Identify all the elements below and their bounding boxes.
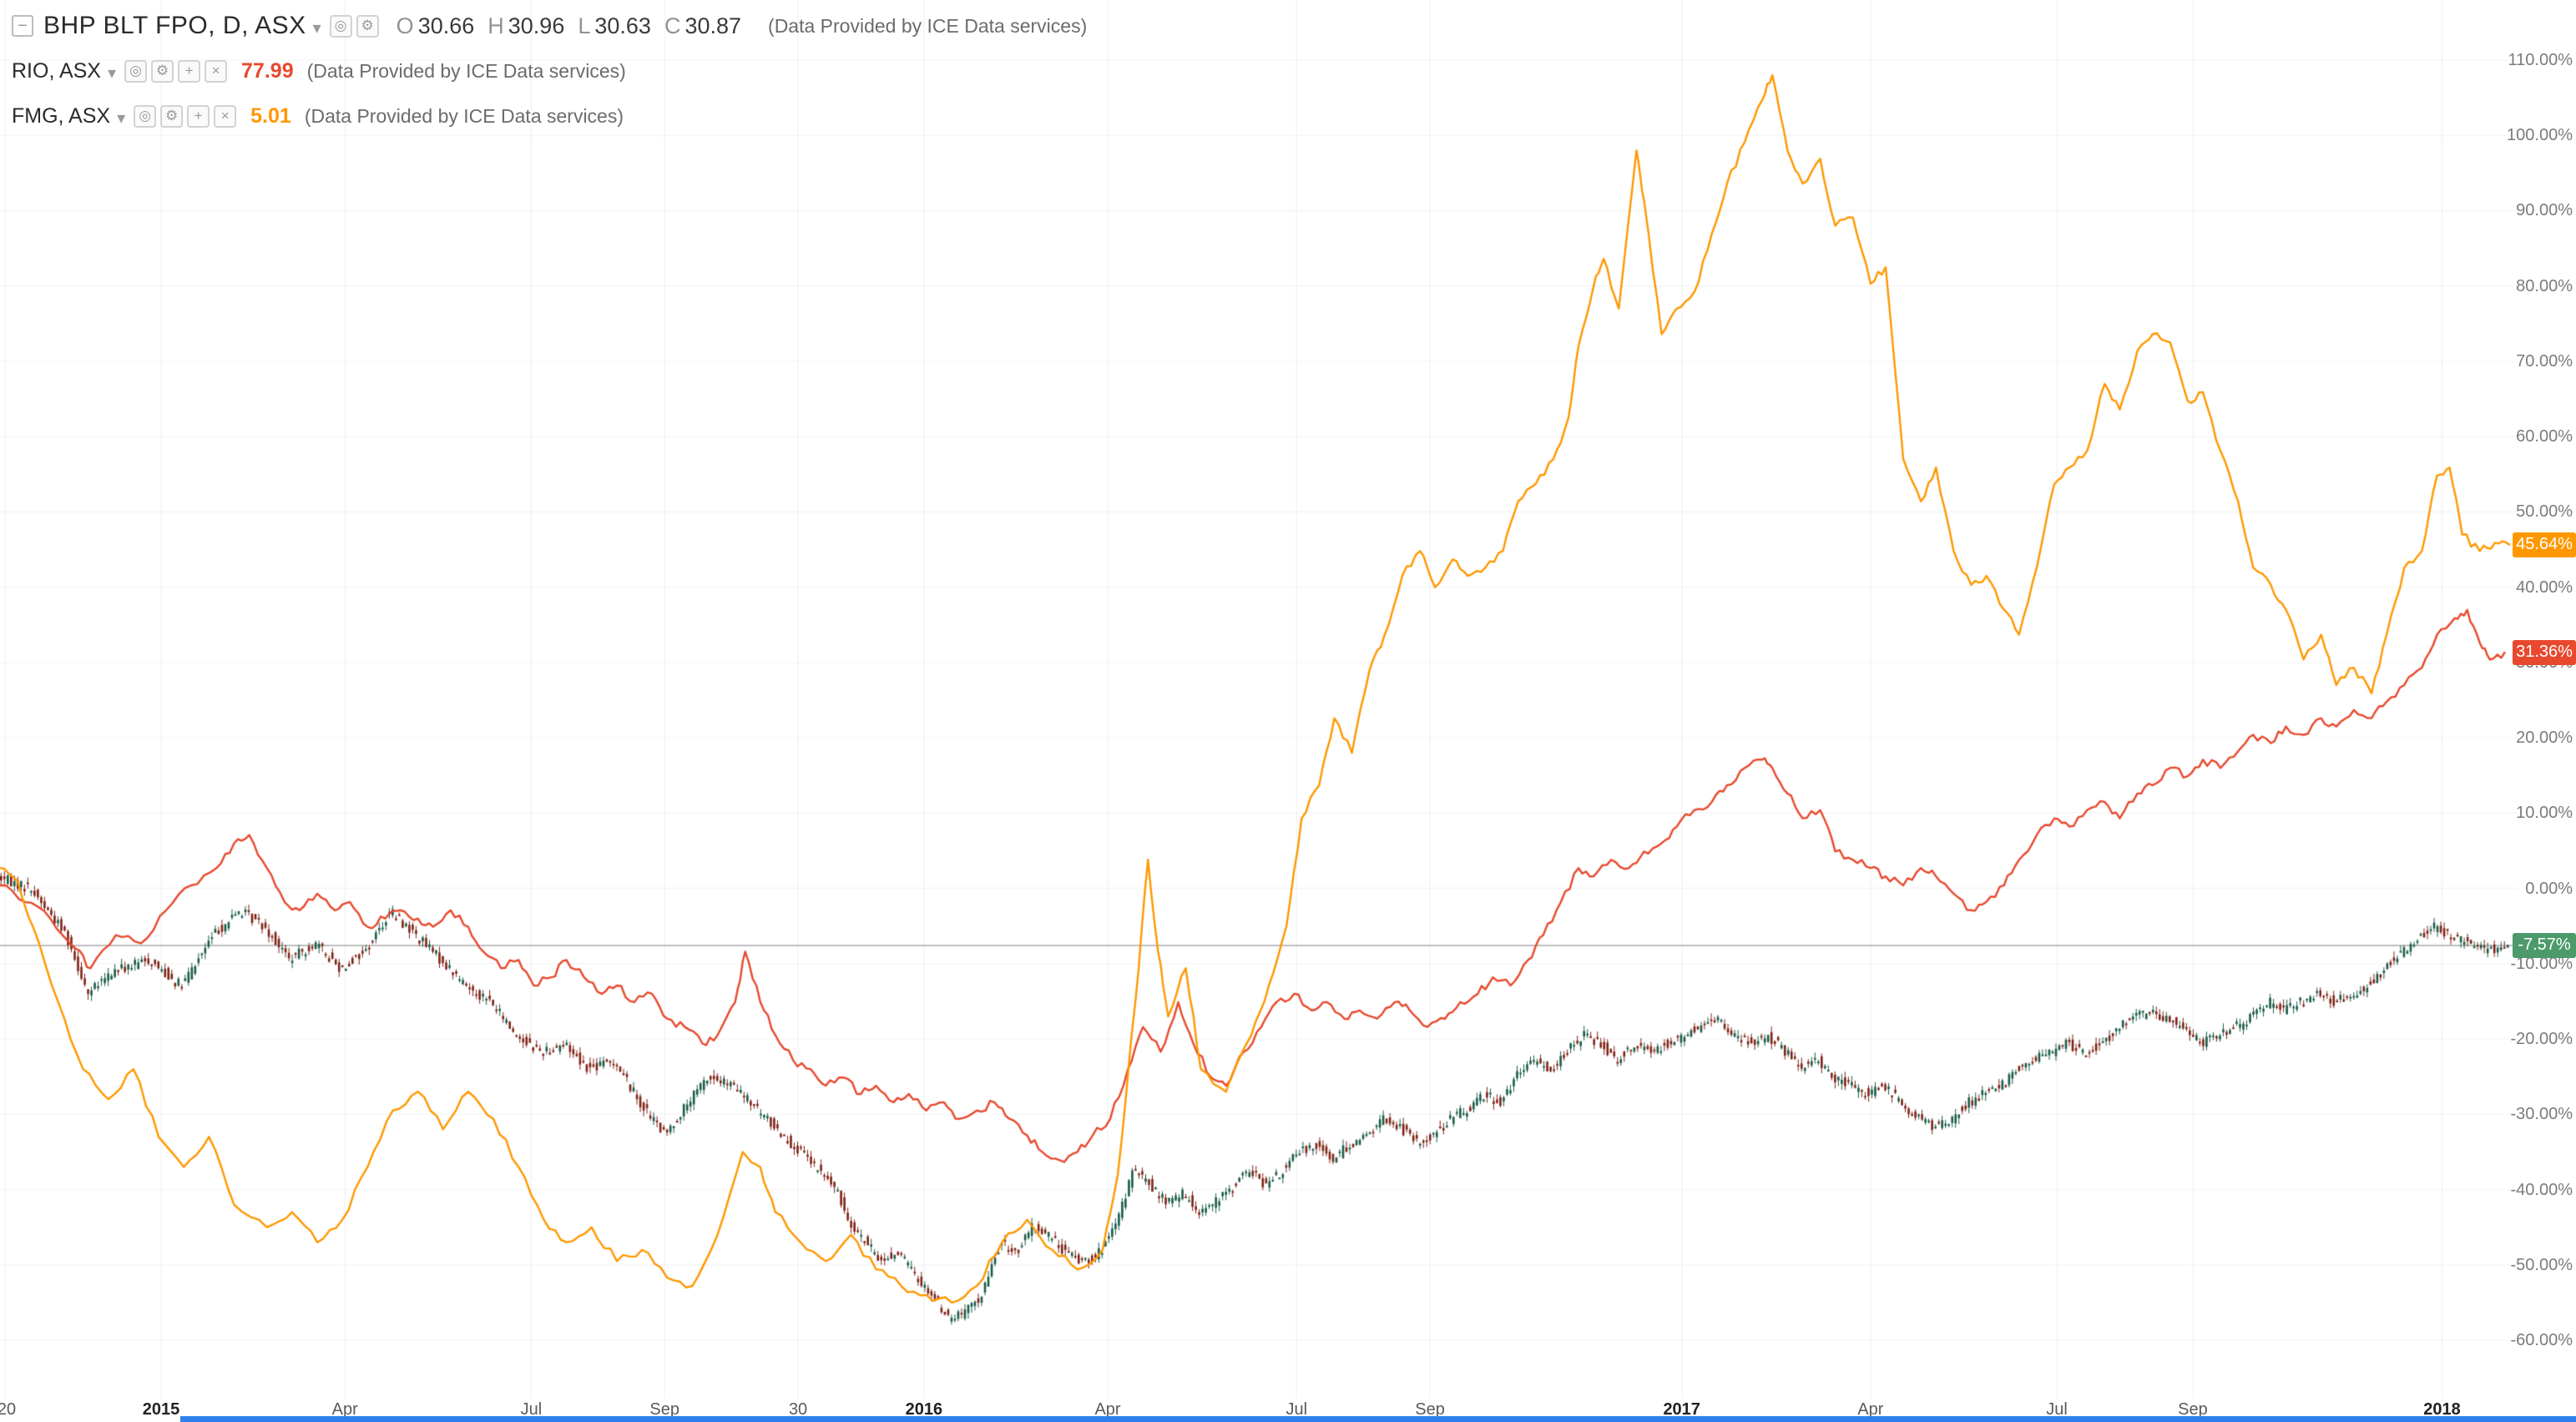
price-axis-label: 40.00% <box>2516 577 2573 597</box>
compare-symbol-row-fmg: FMG, ASX ▾ ◎ ⚙ + × 5.01 (Data Provided b… <box>12 98 1087 134</box>
time-axis-label: Sep <box>1415 1400 1445 1419</box>
price-axis-label: 0.00% <box>2525 879 2573 898</box>
time-axis-label: 2016 <box>905 1400 943 1419</box>
price-axis-label: -60.00% <box>2510 1331 2573 1349</box>
close-value: 30.87 <box>684 13 742 38</box>
price-axis-label: -20.00% <box>2510 1030 2573 1049</box>
price-axis-label: 100.00% <box>2507 126 2573 145</box>
compare-symbol-row-rio: RIO, ASX ▾ ◎ ⚙ + × 77.99 (Data Provided … <box>12 53 1087 88</box>
open-value: 30.66 <box>417 13 475 38</box>
low-label: L <box>578 13 591 38</box>
plus-icon[interactable]: + <box>178 59 201 83</box>
time-axis-label: Sep <box>2178 1400 2208 1419</box>
data-provider-note: (Data Provided by ICE Data services) <box>768 14 1088 37</box>
price-axis-label: 90.00% <box>2516 201 2573 220</box>
time-axis-label: Sep <box>649 1400 680 1419</box>
time-axis-label: Apr <box>1094 1400 1121 1419</box>
gear-icon[interactable]: ⚙ <box>151 59 174 83</box>
price-axis-label: -10.00% <box>2510 954 2573 973</box>
price-badge-bhp: -7.57% <box>2513 932 2576 958</box>
gear-icon[interactable]: ⚙ <box>160 104 184 128</box>
price-axis-label: 110.00% <box>2508 51 2573 69</box>
price-axis[interactable]: 110.00% 100.00% 90.00% 80.00% 70.00% 60.00% 50… <box>2507 0 2576 1399</box>
price-axis-label: 50.00% <box>2516 502 2573 522</box>
close-icon[interactable]: × <box>214 104 237 128</box>
price-axis-label: -30.00% <box>2510 1105 2573 1124</box>
bottom-blue-bar <box>180 1416 2576 1422</box>
price-axis-label: 80.00% <box>2516 276 2573 295</box>
gear-icon[interactable]: ⚙ <box>356 14 379 38</box>
price-axis-label: 70.00% <box>2516 351 2573 371</box>
time-axis-label: 2017 <box>1663 1400 1700 1419</box>
plus-icon[interactable]: + <box>187 104 210 128</box>
price-axis-label: -50.00% <box>2510 1255 2573 1274</box>
price-axis-label: 20.00% <box>2516 729 2573 748</box>
compare-symbol-value: 5.01 <box>250 103 291 128</box>
chevron-down-icon: ▾ <box>107 63 117 83</box>
compare-symbol-title[interactable]: RIO, ASX <box>12 58 101 83</box>
data-provider-note: (Data Provided by ICE Data services) <box>306 59 626 82</box>
time-axis-label: Jul <box>1285 1400 1308 1419</box>
eye-icon[interactable]: ◎ <box>134 104 157 128</box>
ohlc-values: O 30.66 H 30.96 L 30.63 C 30.87 <box>397 13 755 39</box>
price-axis-label: 10.00% <box>2516 804 2573 823</box>
high-value: 30.96 <box>508 13 565 38</box>
chevron-down-icon: ▾ <box>312 18 321 38</box>
close-label: C <box>664 13 681 38</box>
open-label: O <box>396 13 414 38</box>
time-axis-label: 30 <box>788 1400 808 1419</box>
collapse-icon[interactable]: − <box>12 15 33 37</box>
compare-symbol-title[interactable]: FMG, ASX <box>12 103 111 128</box>
price-axis-label: 60.00% <box>2516 427 2573 446</box>
chevron-down-icon: ▾ <box>117 108 126 128</box>
time-axis-label: 2015 <box>142 1400 180 1419</box>
time-axis-label: Jul <box>2046 1400 2068 1419</box>
time-axis-label: 20 <box>0 1400 17 1419</box>
main-symbol-title[interactable]: BHP BLT FPO, D, ASX <box>43 12 306 39</box>
high-label: H <box>487 13 504 38</box>
price-badge-fmg: 45.64% <box>2513 532 2576 557</box>
low-value: 30.63 <box>594 13 651 38</box>
eye-icon[interactable]: ◎ <box>329 14 352 38</box>
price-chart-canvas[interactable] <box>0 0 2518 1399</box>
time-axis-label: Apr <box>331 1400 358 1419</box>
price-axis-label: -40.00% <box>2510 1180 2573 1199</box>
main-symbol-row: − BHP BLT FPO, D, ASX ▾ ◎ ⚙ O 30.66 H 30.9… <box>12 8 1087 43</box>
data-provider-note: (Data Provided by ICE Data services) <box>304 104 624 127</box>
compare-symbol-value: 77.99 <box>241 58 294 83</box>
symbol-legend: − BHP BLT FPO, D, ASX ▾ ◎ ⚙ O 30.66 H 30.9… <box>12 8 1087 144</box>
time-axis-label: Jul <box>520 1400 543 1419</box>
time-axis-label: 2018 <box>2423 1400 2461 1419</box>
price-badge-rio: 31.36% <box>2513 639 2576 665</box>
close-icon[interactable]: × <box>205 59 228 83</box>
time-axis-label: Apr <box>1857 1400 1884 1419</box>
eye-icon[interactable]: ◎ <box>124 59 148 83</box>
